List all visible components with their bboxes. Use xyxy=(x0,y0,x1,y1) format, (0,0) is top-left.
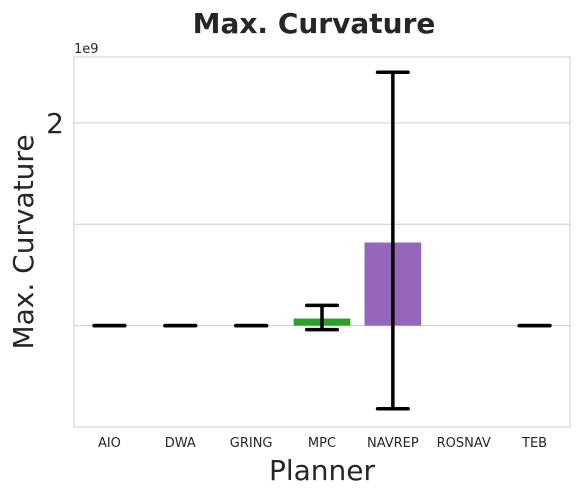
x-tick-dwa: DWA xyxy=(165,436,196,451)
error-bars xyxy=(92,70,552,411)
x-tick-mpc: MPC xyxy=(308,436,336,451)
chart-title: Max. Curvature xyxy=(193,7,436,40)
x-tick-aio: AIO xyxy=(98,436,121,451)
x-tick-navrep: NAVREP xyxy=(367,436,419,451)
x-tick-rosnav: ROSNAV xyxy=(437,436,491,451)
x-tick-gring: GRING xyxy=(230,436,273,451)
error-bar-navrep xyxy=(375,70,410,411)
y-tick-0: 2 xyxy=(46,107,64,140)
x-axis-label: Planner xyxy=(269,454,376,487)
y-axis-label: Max. Curvature xyxy=(7,134,40,349)
x-tick-teb: TEB xyxy=(521,436,547,451)
y-offset-label: 1e9 xyxy=(74,42,99,57)
plot-area xyxy=(73,56,571,428)
y-ticks: 2 xyxy=(46,107,64,140)
error-bar-mpc xyxy=(304,303,340,332)
x-ticks: AIO DWA GRING MPC NAVREP ROSNAV TEB xyxy=(98,436,547,451)
